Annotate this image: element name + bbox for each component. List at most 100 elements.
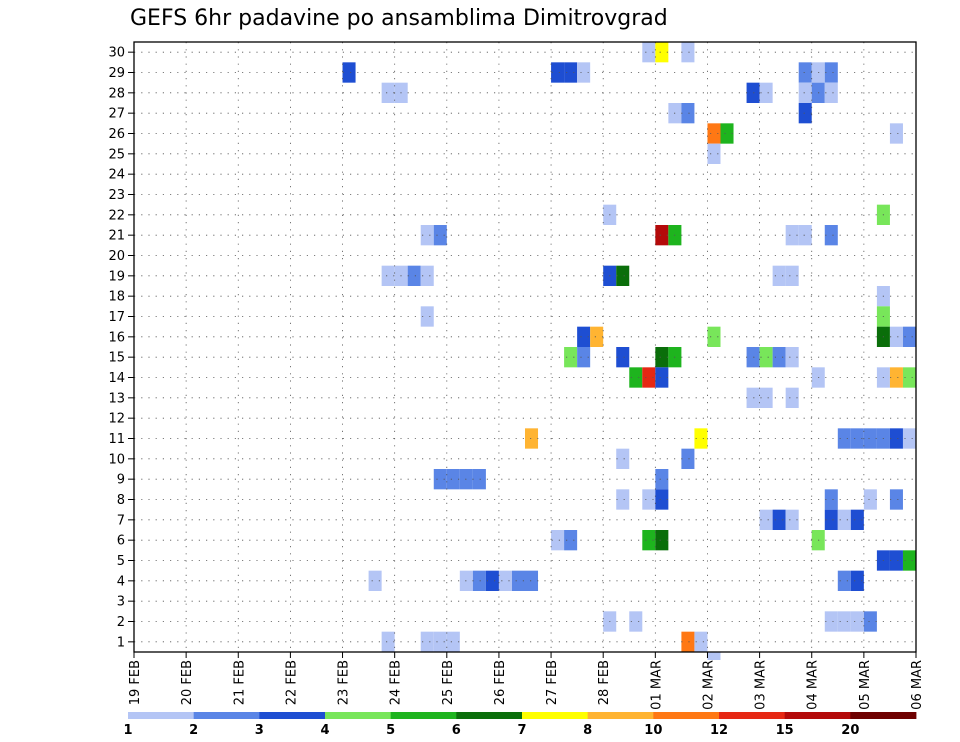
colorbar-label: 1 — [123, 723, 132, 738]
cell-m28-s51 — [798, 82, 812, 103]
x-tick-label: 05 MAR — [858, 660, 873, 710]
cell-m14-s59 — [902, 367, 916, 388]
cell-m8-s58 — [889, 489, 903, 510]
cell-m11-s58 — [889, 428, 903, 449]
cell-m6-s40 — [655, 530, 669, 551]
x-tick-label: 04 MAR — [806, 660, 821, 710]
cell-m11-s30 — [525, 428, 539, 449]
colorbar-segment — [325, 712, 392, 719]
cell-m28-s53 — [824, 82, 838, 103]
cell-m7-s50 — [785, 509, 799, 530]
x-tick-label: 26 FEB — [493, 660, 508, 705]
y-tick-label: 22 — [108, 208, 125, 223]
cell-m11-s43 — [694, 428, 708, 449]
cell-m1-s43 — [694, 631, 708, 652]
y-tick-label: 23 — [108, 188, 125, 203]
cell-m11-s54 — [837, 428, 851, 449]
cell-m2-s54 — [837, 611, 851, 632]
y-tick-label: 17 — [108, 310, 125, 325]
cell-m13-s48 — [759, 387, 773, 408]
colorbar-label: 7 — [517, 723, 526, 738]
y-tick-label: 2 — [117, 615, 125, 630]
cell-m8-s56 — [863, 489, 877, 510]
cell-m14-s39 — [642, 367, 656, 388]
cell-m16-s34 — [577, 326, 591, 347]
y-tick-label: 24 — [108, 168, 125, 183]
colorbar: 1 2 3 4 5 6 7 8 10 12 15 20 — [123, 712, 917, 738]
y-axis: 1234567891011121314151617181920212223242… — [108, 46, 134, 650]
cell-m15-s48 — [759, 347, 773, 368]
cell-m21-s53 — [824, 225, 838, 246]
cell-m19-s49 — [772, 265, 786, 286]
y-tick-label: 5 — [117, 554, 125, 569]
y-tick-label: 29 — [108, 66, 125, 81]
x-tick-label: 22 FEB — [284, 660, 299, 705]
y-tick-label: 6 — [117, 534, 125, 549]
cell-m9-s23 — [433, 469, 447, 490]
cell-m2-s53 — [824, 611, 838, 632]
y-tick-label: 1 — [117, 635, 125, 650]
cell-m13-s50 — [785, 387, 799, 408]
cell-m15-s47 — [746, 347, 760, 368]
cell-m8-s37 — [616, 489, 630, 510]
cell-m1-s24 — [446, 631, 460, 652]
cell-m13-s47 — [746, 387, 760, 408]
cell-m26-s45 — [720, 123, 734, 144]
colorbar-label: 12 — [710, 723, 728, 738]
cell-m4-s30 — [525, 570, 539, 591]
cell-m29-s16 — [342, 62, 356, 83]
y-tick-label: 10 — [108, 452, 125, 467]
y-tick-label: 12 — [108, 412, 125, 427]
y-tick-label: 3 — [117, 595, 125, 610]
cell-m0-s44 — [707, 652, 721, 660]
colorbar-segment — [390, 712, 457, 719]
cell-m10-s37 — [616, 448, 630, 469]
cell-m27-s51 — [798, 103, 812, 124]
x-tick-label: 03 MAR — [754, 660, 769, 710]
cell-m8-s53 — [824, 489, 838, 510]
x-tick-label: 27 FEB — [545, 660, 560, 705]
cell-m4-s55 — [850, 570, 864, 591]
cell-m16-s44 — [707, 326, 721, 347]
cell-m16-s59 — [902, 326, 916, 347]
cell-m2-s56 — [863, 611, 877, 632]
cell-m21-s51 — [798, 225, 812, 246]
colorbar-label: 15 — [776, 723, 794, 738]
cell-m7-s49 — [772, 509, 786, 530]
grid-layer — [134, 42, 916, 652]
cell-m1-s19 — [381, 631, 395, 652]
cells-layer — [342, 42, 916, 660]
cell-m5-s59 — [902, 550, 916, 571]
colorbar-label: 6 — [452, 723, 461, 738]
cell-m29-s34 — [577, 62, 591, 83]
cell-m2-s38 — [629, 611, 643, 632]
cell-m21-s50 — [785, 225, 799, 246]
x-tick-label: 02 MAR — [702, 660, 717, 710]
cell-m26-s44 — [707, 123, 721, 144]
cell-m4-s54 — [837, 570, 851, 591]
cell-m19-s19 — [381, 265, 395, 286]
cell-m4-s27 — [485, 570, 499, 591]
cell-m28-s48 — [759, 82, 773, 103]
cell-m10-s42 — [681, 448, 695, 469]
cell-m7-s54 — [837, 509, 851, 530]
cell-m29-s33 — [564, 62, 578, 83]
cell-m15-s50 — [785, 347, 799, 368]
colorbar-segment — [456, 712, 523, 719]
cell-m4-s28 — [498, 570, 512, 591]
colorbar-label: 4 — [320, 723, 329, 738]
x-axis: 19 FEB 20 FEB 21 FEB 22 FEB 23 FEB 24 FEB 25 F… — [128, 652, 925, 710]
x-tick-label: 23 FEB — [337, 660, 352, 705]
cell-m15-s37 — [616, 347, 630, 368]
x-tick-label: 19 FEB — [128, 660, 143, 705]
y-tick-label: 19 — [108, 269, 125, 284]
cell-m11-s56 — [863, 428, 877, 449]
colorbar-segment — [784, 712, 851, 719]
x-tick-label: 20 FEB — [180, 660, 195, 705]
cell-m21-s22 — [420, 225, 434, 246]
y-tick-label: 16 — [108, 330, 125, 345]
y-tick-label: 13 — [108, 391, 125, 406]
y-tick-label: 9 — [117, 473, 125, 488]
y-tick-label: 21 — [108, 229, 125, 244]
cell-m1-s22 — [420, 631, 434, 652]
